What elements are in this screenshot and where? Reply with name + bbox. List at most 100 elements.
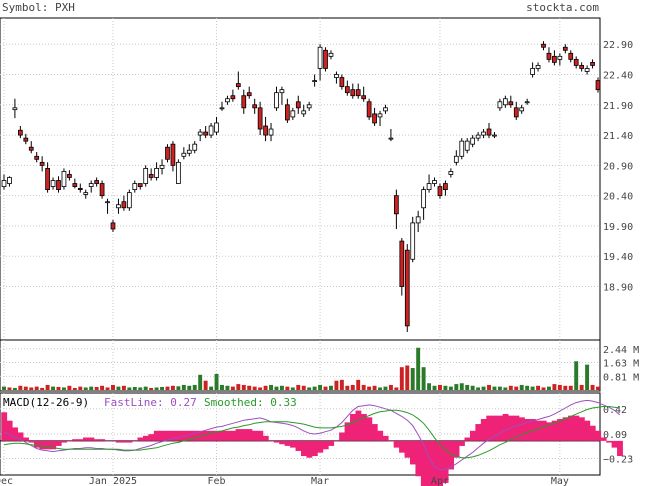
macd-histogram-bar — [88, 437, 95, 441]
volume-bars — [2, 347, 600, 390]
macd-histogram-bar — [344, 422, 351, 441]
volume-bar — [492, 386, 497, 390]
volume-bar — [416, 347, 421, 390]
candle-body — [181, 152, 187, 157]
candle-body — [361, 95, 367, 100]
candle-body — [355, 89, 361, 97]
macd-histogram-bar — [202, 430, 209, 441]
candle-body — [110, 222, 116, 230]
volume-bar — [568, 385, 573, 390]
volume-bar — [296, 384, 301, 390]
macd-histogram-bar — [529, 419, 536, 441]
volume-bar — [301, 385, 306, 390]
volume-bar — [378, 387, 382, 390]
candle-body — [344, 86, 350, 94]
volume-bar — [541, 387, 546, 390]
candle-body — [28, 146, 34, 151]
macd-histogram-bar — [50, 440, 57, 450]
macd-legend-smooth: Smoothed: 0.33 — [204, 396, 297, 409]
volume-bar — [220, 384, 224, 390]
candle-body — [306, 104, 312, 109]
macd-histogram-bar — [301, 440, 307, 457]
macd-histogram-bar — [99, 439, 106, 441]
macd-histogram-bar — [322, 440, 329, 450]
candle-body — [508, 101, 514, 106]
volume-bar — [579, 384, 584, 390]
macd-histogram-bar — [557, 419, 563, 441]
macd-histogram-bar — [360, 413, 367, 441]
macd-legend-fast: FastLine: 0.27 — [104, 396, 197, 409]
candle-body — [513, 107, 519, 118]
x-tick-label: Jan 2025 — [89, 476, 137, 486]
macd-histogram-bar — [77, 439, 84, 441]
candle-body — [323, 49, 328, 69]
macd-histogram-bar — [186, 430, 193, 441]
candle-body — [557, 55, 563, 60]
candle-body — [590, 62, 595, 66]
macd-histogram-bar — [230, 430, 237, 441]
candle-body — [448, 171, 454, 175]
volume-bar — [160, 386, 164, 390]
macd-histogram-bar — [28, 440, 35, 443]
volume-bar — [345, 385, 350, 390]
candle-body — [88, 183, 94, 187]
macd-histogram-bar — [279, 440, 286, 445]
candle-body — [404, 249, 410, 327]
macd-histogram-bar — [399, 440, 405, 453]
y-tick-label: 19.40 — [603, 252, 633, 263]
candle-body — [443, 183, 448, 191]
macd-histogram-bar — [132, 440, 138, 442]
macd-histogram-bar — [268, 440, 275, 442]
candle-body — [388, 137, 394, 140]
volume-bar — [127, 387, 132, 390]
x-axis-labels: Dec Jan 2025 Feb Mar Apr May — [0, 476, 569, 486]
candle-body — [126, 192, 132, 209]
volume-bar — [497, 386, 502, 390]
volume-bar — [230, 386, 235, 390]
price-axis: 22.90 22.40 21.90 21.40 20.90 20.40 19.90 19.40… — [603, 40, 633, 293]
macd-histogram-bar — [33, 440, 40, 448]
volume-bar — [590, 384, 595, 390]
y-tick-label: 1.63 M — [603, 358, 639, 369]
price-panel-frame — [0, 17, 601, 341]
macd-histogram-bar — [83, 437, 89, 441]
macd-histogram-bar — [377, 430, 384, 441]
macd-histogram-bar — [284, 440, 291, 446]
volume-bar — [448, 386, 453, 390]
macd-histogram-bar — [153, 430, 160, 441]
macd-histogram-bar — [617, 440, 623, 457]
y-tick-label: −0.23 — [603, 454, 633, 465]
volume-bar — [225, 385, 230, 390]
macd-histogram-bar — [535, 420, 542, 441]
candle-body — [99, 183, 105, 197]
macd-histogram-bar — [44, 440, 51, 450]
candle-body — [203, 131, 208, 136]
x-tick-label: Feb — [208, 476, 226, 486]
macd-histogram-bar — [480, 419, 487, 441]
candle-body — [437, 186, 443, 197]
volume-bar — [530, 386, 535, 390]
volume-bar — [519, 384, 524, 390]
volume-bar — [83, 387, 88, 390]
macd-histogram-bar — [551, 420, 558, 441]
macd-histogram-bar — [104, 440, 111, 442]
macd-histogram-bar — [290, 440, 296, 448]
volume-bar — [149, 387, 154, 390]
candle-body — [235, 83, 241, 88]
volume-bar — [209, 386, 214, 390]
candle-body — [105, 201, 110, 204]
candle-body — [486, 128, 492, 136]
candle-body — [279, 89, 285, 94]
volume-bar — [258, 387, 263, 390]
candle-body — [453, 155, 459, 163]
macd-histogram-bar — [333, 440, 340, 442]
macd-histogram-bar — [66, 440, 73, 442]
volume-bar — [23, 386, 28, 390]
macd-histogram-bar — [311, 440, 318, 457]
macd-histogram-bar — [475, 424, 482, 441]
macd-histogram-bar — [142, 435, 149, 441]
volume-bar — [34, 386, 39, 390]
volume-bar — [394, 387, 399, 390]
volume-bar — [165, 386, 170, 390]
